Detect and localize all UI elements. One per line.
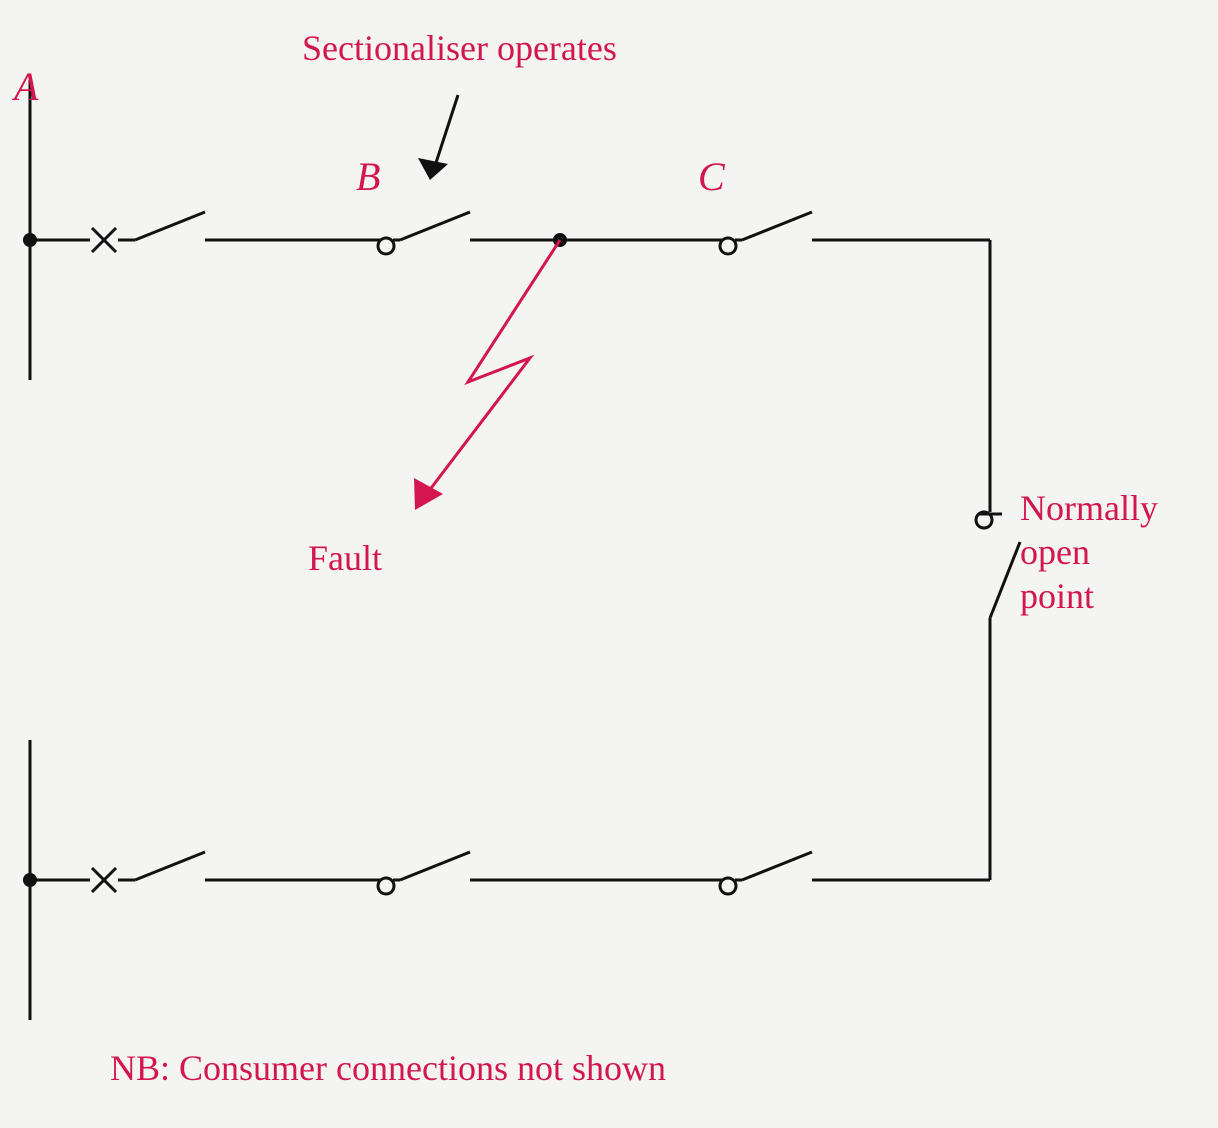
label-nop-2: open xyxy=(1020,532,1090,572)
label-b: B xyxy=(356,154,380,199)
switch-top-breaker xyxy=(135,212,205,240)
arrow-sectionaliser xyxy=(418,95,458,180)
breaker-bottom xyxy=(92,868,116,892)
label-nop-3: point xyxy=(1020,576,1094,616)
switch-bot-breaker xyxy=(135,852,205,880)
label-note: NB: Consumer connections not shown xyxy=(110,1048,666,1088)
label-nop-1: Normally xyxy=(1020,488,1158,528)
sectionaliser-bottom-1 xyxy=(370,852,470,894)
sectionaliser-bottom-2 xyxy=(712,852,812,894)
circuit-diagram: A B C Sectionaliser operates Fault Norma… xyxy=(0,0,1218,1128)
label-a: A xyxy=(11,64,39,109)
label-c: C xyxy=(698,154,726,199)
label-sectionaliser: Sectionaliser operates xyxy=(302,28,617,68)
label-fault: Fault xyxy=(308,538,382,578)
switch-nop xyxy=(976,512,1020,618)
sectionaliser-c xyxy=(712,212,812,254)
fault-bolt xyxy=(414,240,560,510)
breaker-top xyxy=(92,228,116,252)
sectionaliser-b xyxy=(370,212,470,254)
